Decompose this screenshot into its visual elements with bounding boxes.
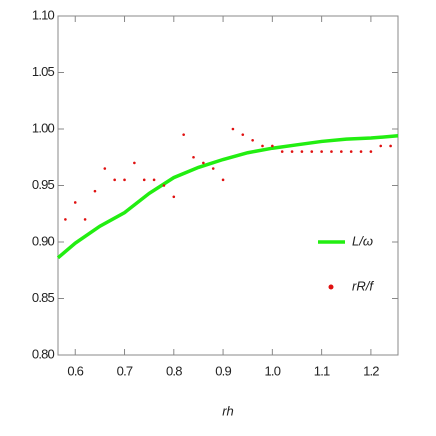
x-tick-label: 1.2: [363, 363, 379, 378]
data-point: [389, 144, 392, 148]
data-point: [211, 167, 215, 170]
plot-frame: [57, 15, 399, 356]
data-point: [123, 178, 126, 182]
x-tick-label: 0.8: [166, 363, 182, 378]
data-point: [113, 178, 116, 182]
data-point: [300, 150, 304, 153]
data-point: [142, 178, 146, 182]
legend-label: rR/f: [352, 278, 374, 293]
data-point: [231, 127, 235, 131]
data-point: [261, 144, 264, 148]
y-tick-label: 0.85: [32, 290, 55, 305]
x-tick-label: 1.0: [265, 363, 281, 378]
x-tick-label: 0.9: [215, 363, 231, 378]
data-point: [359, 150, 363, 153]
legend-swatch: [328, 284, 334, 290]
y-tick-label: 0.80: [32, 346, 55, 361]
data-point: [133, 161, 136, 165]
data-point: [172, 195, 176, 199]
data-point: [290, 150, 294, 153]
y-tick-label: 1.10: [32, 7, 55, 22]
data-line: [56, 134, 399, 260]
data-point: [182, 133, 185, 136]
data-point: [241, 133, 245, 136]
data-point: [192, 155, 195, 159]
x-tick-label: 0.7: [117, 363, 133, 378]
data-point: [310, 150, 314, 153]
y-tick-label: 1.05: [32, 64, 55, 79]
data-point: [379, 144, 383, 148]
legend-label: L/ω: [352, 233, 373, 248]
y-tick-label: 0.95: [32, 177, 55, 192]
data-point: [152, 178, 156, 182]
data-point: [73, 201, 77, 204]
x-axis-label: rh: [222, 403, 234, 418]
data-point: [162, 184, 166, 187]
data-point: [349, 150, 353, 153]
x-tick-label: 0.6: [67, 363, 83, 378]
data-point: [221, 178, 225, 182]
data-point: [93, 189, 97, 193]
data-point: [320, 150, 323, 153]
data-point: [251, 139, 254, 142]
data-point: [64, 218, 67, 221]
data-point: [202, 161, 205, 165]
data-point: [369, 150, 373, 153]
data-point: [83, 218, 87, 221]
y-tick-label: 1.00: [32, 120, 55, 135]
x-tick-label: 1.1: [314, 363, 330, 378]
data-point: [271, 144, 274, 148]
data-point: [103, 167, 107, 170]
data-point: [340, 150, 343, 153]
y-tick-label: 0.90: [32, 233, 55, 248]
data-point: [330, 150, 333, 153]
data-point: [280, 150, 284, 153]
